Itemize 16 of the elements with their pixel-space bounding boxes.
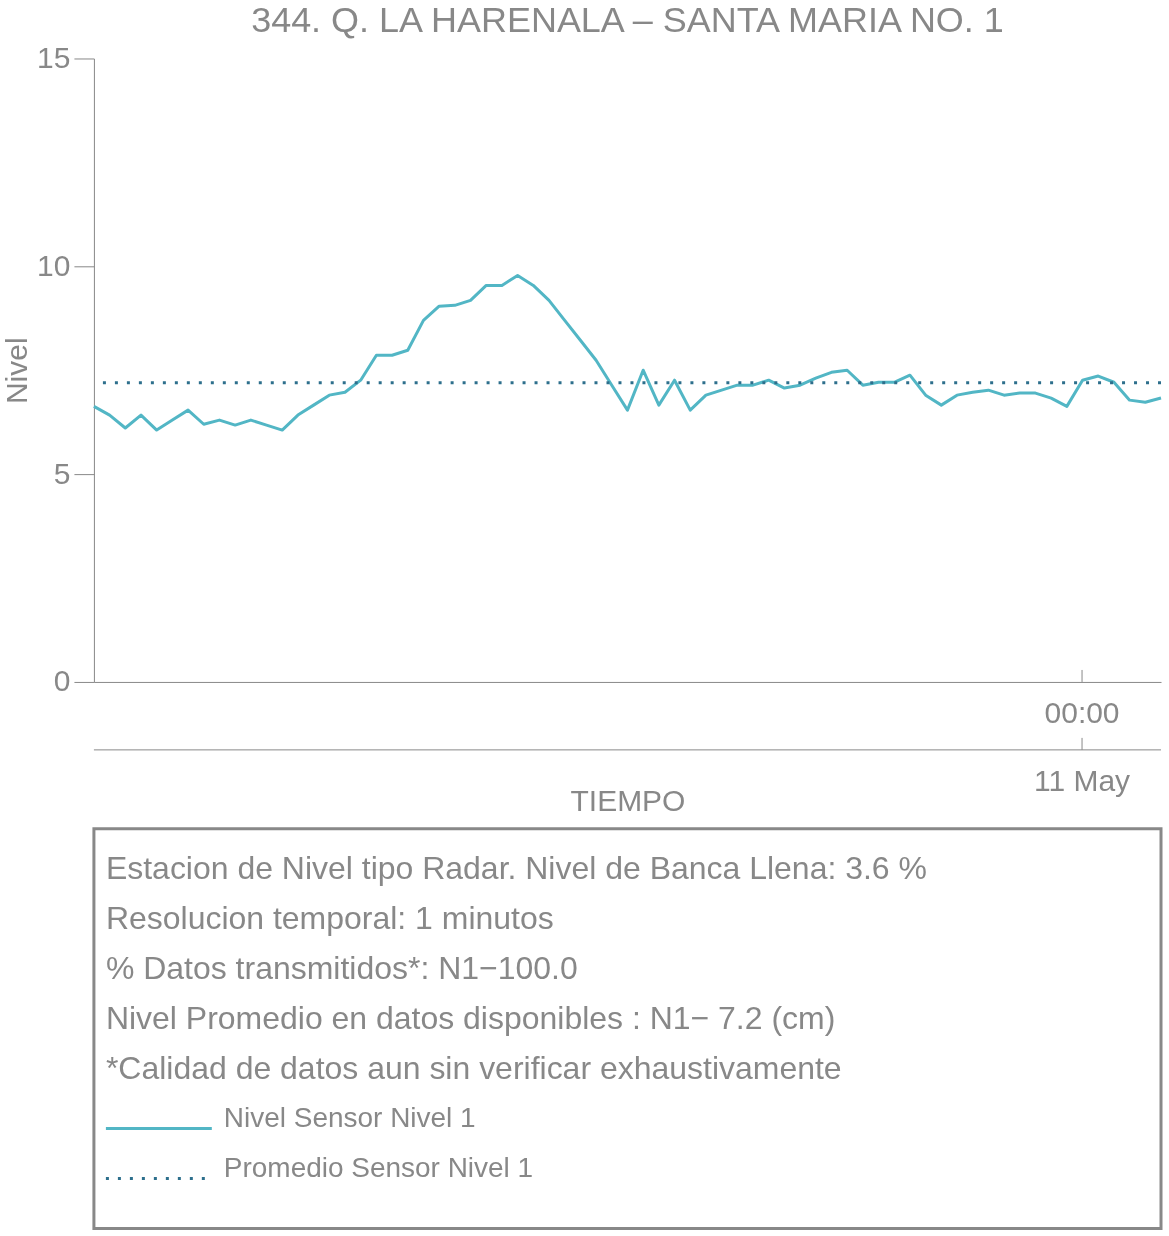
- y-axis-title: Nivel: [0, 337, 34, 405]
- chart-title: 344. Q. LA HARENALA – SANTA MARIA NO. 1: [251, 0, 1004, 40]
- x-axis-title: TIEMPO: [570, 784, 686, 818]
- legend-label: Promedio Sensor Nivel 1: [223, 1151, 534, 1183]
- legend-label: Nivel Sensor Nivel 1: [223, 1101, 476, 1133]
- text: Nivel Promedio en datos disponibles : N1− 7.2 (cm): [105, 999, 836, 1036]
- text: % Datos transmitidos*: N1−100.0: [105, 949, 578, 986]
- y-tick-label: 5: [53, 456, 71, 490]
- text: 00:00: [1044, 695, 1120, 729]
- y-tick-label: 0: [53, 664, 71, 698]
- text: 11 May: [1034, 763, 1131, 797]
- y-tick-label: 10: [37, 248, 71, 282]
- text: Estacion de Nivel tipo Radar. Nivel de Banca Llena: 3.6 %: [105, 849, 927, 886]
- text: Resolucion temporal: 1 minutos: [105, 899, 554, 936]
- y-tick-label: 15: [37, 40, 71, 74]
- text: *Calidad de datos aun sin verificar exhaustivamente: [105, 1049, 842, 1086]
